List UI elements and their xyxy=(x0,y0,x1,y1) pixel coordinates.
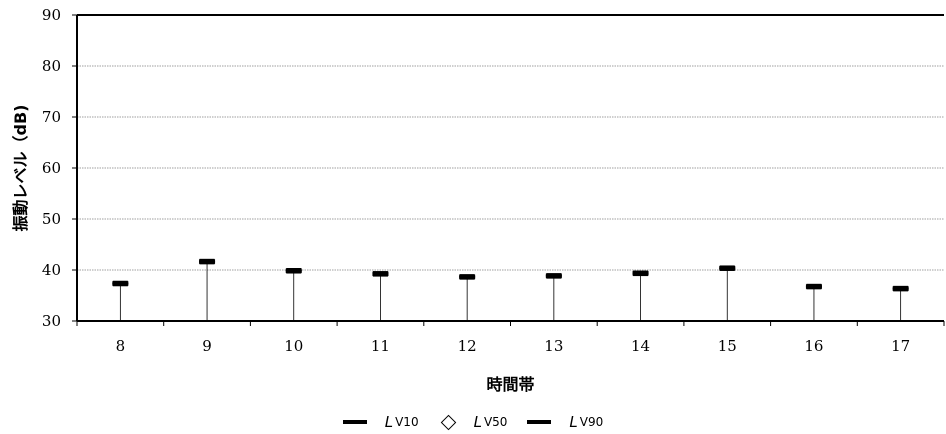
marker-lv10 xyxy=(892,286,909,290)
marker-lv10 xyxy=(805,284,822,288)
marker-lv10 xyxy=(545,273,562,277)
marker-lv90 xyxy=(892,287,909,291)
marker-box xyxy=(112,280,128,287)
y-tick-label: 70 xyxy=(42,108,61,126)
legend-label-sub: V50 xyxy=(483,415,508,429)
legend-label-prefix: L xyxy=(384,413,394,431)
marker-box xyxy=(546,273,562,279)
markers xyxy=(112,258,909,292)
tick-labels: 30 40 50 60 70 80 90 8 9 10 11 12 13 14 15 16 17 xyxy=(42,6,910,355)
marker-lv90 xyxy=(372,273,389,277)
axes xyxy=(76,14,944,322)
legend-label-sub: V90 xyxy=(579,415,604,429)
stems xyxy=(119,260,902,321)
marker-lv90 xyxy=(719,267,736,271)
x-tick-label: 13 xyxy=(544,337,563,355)
y-tick-label: 50 xyxy=(42,210,61,228)
marker-lv10 xyxy=(459,274,476,278)
marker-box xyxy=(199,258,215,265)
marker-lv90 xyxy=(112,282,129,286)
y-tick-label: 80 xyxy=(42,57,61,75)
marker-lv10 xyxy=(112,281,129,285)
y-tick-label: 90 xyxy=(42,6,61,24)
legend-item-lv50: L V50 xyxy=(439,413,508,431)
x-tick-label: 16 xyxy=(804,337,823,355)
marker-box xyxy=(893,285,909,292)
chart: 30 40 50 60 70 80 90 8 9 10 11 12 13 14 15 16 17 時間帯 振動レ… xyxy=(11,6,945,394)
marker-lv10 xyxy=(719,265,736,269)
x-tick-label: 8 xyxy=(116,337,126,355)
marker-lv90 xyxy=(285,270,302,274)
marker-lv90 xyxy=(632,272,649,276)
legend-label-prefix: L xyxy=(569,413,578,431)
dash-marker-icon xyxy=(342,420,367,424)
y-axis-title: 振動レベル（dB) xyxy=(11,105,30,232)
marker-box xyxy=(286,268,302,274)
dash-marker-icon xyxy=(527,420,552,424)
marker-box xyxy=(372,271,388,277)
y-tick-label: 30 xyxy=(42,312,61,330)
diamond-marker-icon xyxy=(440,414,456,430)
x-tick-label: 9 xyxy=(202,337,212,355)
marker-lv10 xyxy=(372,271,389,275)
marker-lv10 xyxy=(199,259,216,263)
x-tick-label: 14 xyxy=(631,337,650,355)
legend: L V10 L V50 L V90 xyxy=(0,412,946,432)
marker-lv90 xyxy=(805,285,822,289)
marker-lv90 xyxy=(545,275,562,279)
marker-lv10 xyxy=(632,271,649,275)
legend-item-lv90: L V90 xyxy=(527,413,603,431)
x-tick-label: 10 xyxy=(284,337,303,355)
y-tick-label: 60 xyxy=(42,159,61,177)
x-tick-label: 17 xyxy=(891,337,910,355)
gridlines xyxy=(72,14,945,326)
x-axis-title: 時間帯 xyxy=(486,375,534,394)
x-tick-label: 15 xyxy=(718,337,737,355)
marker-box xyxy=(719,265,735,271)
x-tick-label: 12 xyxy=(458,337,477,355)
marker-box xyxy=(806,283,822,290)
marker-lv10 xyxy=(285,268,302,272)
marker-lv90 xyxy=(459,276,476,280)
legend-item-lv10: L V10 xyxy=(342,413,419,431)
legend-label-prefix: L xyxy=(473,413,482,431)
marker-lv90 xyxy=(199,260,216,264)
legend-label-sub: V10 xyxy=(395,415,419,429)
marker-box xyxy=(633,270,649,277)
x-tick-label: 11 xyxy=(371,337,390,355)
marker-box xyxy=(459,274,475,280)
y-tick-label: 40 xyxy=(42,261,61,279)
